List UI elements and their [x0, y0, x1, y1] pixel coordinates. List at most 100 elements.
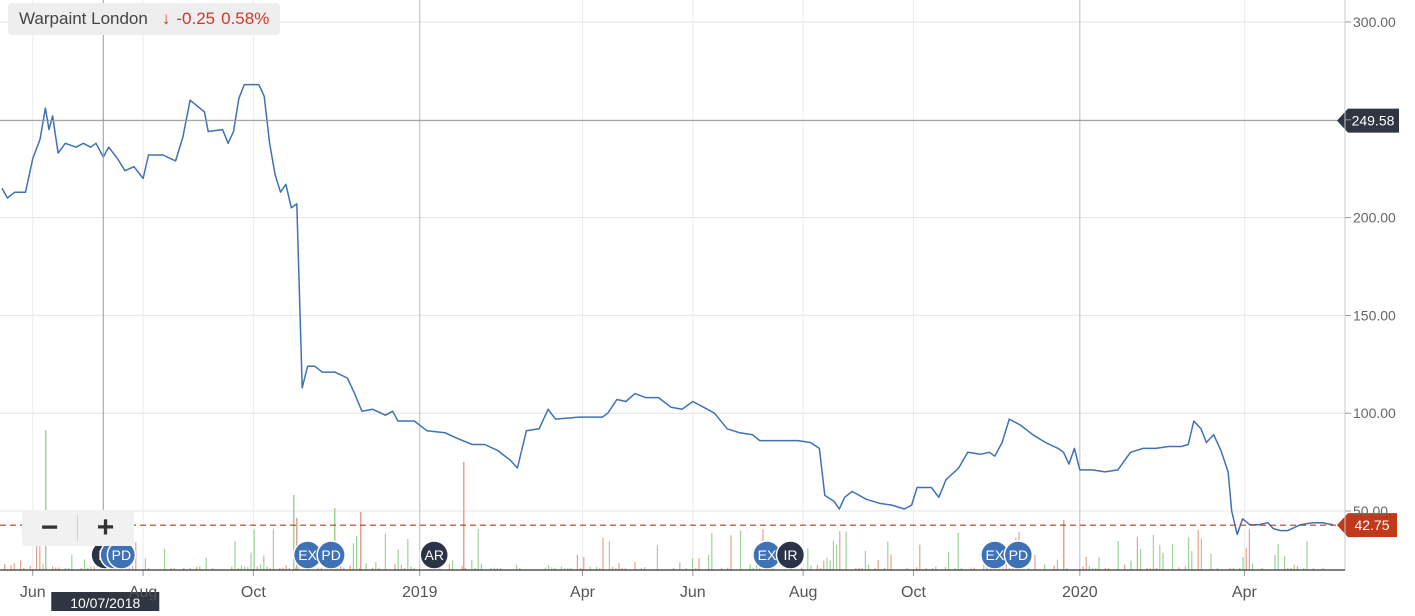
volume-bar — [439, 567, 441, 570]
volume-bar — [884, 567, 886, 570]
event-marker-pd[interactable]: PD — [106, 540, 137, 570]
x-tick-label: Aug — [129, 584, 157, 601]
x-tick-label: 2019 — [402, 584, 438, 601]
volume-bar — [20, 560, 22, 570]
volume-bar — [1274, 555, 1276, 570]
volume-bar — [263, 555, 265, 570]
volume-bar — [618, 563, 620, 570]
event-marker-label: AR — [424, 547, 443, 563]
volume-bar — [90, 566, 92, 570]
last-price-label: 42.75 — [1354, 517, 1389, 533]
volume-bar — [656, 545, 658, 570]
zoom-in-button[interactable]: + — [96, 511, 115, 544]
zoom-out-button[interactable]: − — [40, 511, 59, 544]
grid-layer — [0, 0, 1345, 570]
volume-bar — [4, 564, 6, 570]
volume-bar — [42, 564, 44, 570]
volume-bar — [296, 518, 298, 570]
volume-bar — [599, 567, 601, 570]
volume-bar — [260, 564, 262, 570]
volume-bar — [293, 495, 295, 570]
x-tick-label: Apr — [1232, 584, 1258, 601]
volume-bar — [1306, 541, 1308, 570]
crosshair-date-label: 10/07/2018 — [70, 595, 140, 611]
volume-bar — [551, 567, 553, 570]
volume-bar — [234, 541, 236, 570]
volume-bar — [452, 560, 454, 570]
volume-bar — [480, 563, 482, 570]
volume-bar — [1261, 567, 1263, 570]
event-marker-ir[interactable]: IR — [775, 540, 806, 570]
volume-bar — [1117, 541, 1119, 570]
y-tick-label: 200.00 — [1353, 210, 1396, 226]
volume-bar — [1098, 557, 1100, 570]
volume-bar — [634, 561, 636, 570]
volume-layer — [4, 430, 1324, 570]
volume-bar — [375, 562, 377, 570]
volume-bar — [448, 563, 450, 570]
event-marker-ar[interactable]: AR — [419, 540, 449, 570]
volume-bar — [144, 558, 146, 570]
volume-bar — [1034, 554, 1036, 570]
volume-bar — [839, 531, 841, 570]
volume-bar — [1296, 566, 1298, 570]
volume-bar — [343, 567, 345, 570]
volume-bar — [1216, 567, 1218, 570]
volume-bar — [173, 567, 175, 570]
volume-bar — [692, 558, 694, 570]
volume-bar — [80, 567, 82, 570]
volume-bar — [36, 532, 38, 570]
zoom-controls: − + — [22, 510, 134, 546]
event-marker-pd[interactable]: PD — [1003, 540, 1034, 570]
volume-bar — [413, 567, 415, 570]
x-tick-label: 2020 — [1062, 584, 1098, 601]
volume-bar — [1088, 565, 1090, 570]
volume-bar — [1188, 537, 1190, 570]
volume-bar — [199, 566, 201, 570]
event-marker-label: PD — [321, 547, 340, 563]
volume-bar — [336, 567, 338, 570]
volume-bar — [1184, 565, 1186, 570]
volume-bar — [970, 567, 972, 570]
event-marker-circle — [316, 540, 346, 570]
volume-bar — [596, 566, 598, 570]
volume-bar — [1284, 556, 1286, 570]
volume-bar — [554, 567, 556, 570]
volume-bar — [1063, 520, 1065, 570]
event-marker-ex[interactable]: EX — [292, 540, 323, 570]
volume-bar — [864, 550, 866, 570]
volume-bar — [858, 567, 860, 570]
y-tick-label: 300.00 — [1353, 14, 1396, 30]
volume-bar — [87, 567, 89, 570]
volume-bar — [615, 567, 617, 570]
y-tick-label: 150.00 — [1353, 307, 1396, 323]
volume-bar — [320, 567, 322, 570]
volume-bar — [1095, 567, 1097, 570]
volume-bar — [874, 567, 876, 570]
volume-bar — [608, 541, 610, 570]
volume-bar — [1312, 567, 1314, 570]
volume-bar — [464, 567, 466, 570]
volume-bar — [1252, 563, 1254, 570]
x-tick-label: Oct — [901, 584, 926, 601]
volume-bar — [52, 566, 54, 570]
volume-bar — [810, 565, 812, 570]
volume-bar — [1136, 536, 1138, 570]
volume-bar — [1159, 544, 1161, 570]
event-marker-ex[interactable]: EX — [980, 540, 1010, 570]
volume-bar — [132, 566, 134, 570]
event-marker-pd[interactable]: PD — [316, 540, 346, 570]
volume-bar — [1290, 567, 1292, 570]
volume-bar — [1066, 567, 1068, 570]
event-marker-label: IR — [783, 547, 797, 563]
volume-bar — [1085, 556, 1087, 570]
volume-bar — [1287, 567, 1289, 570]
volume-bar — [84, 559, 86, 570]
event-marker-circle — [1003, 540, 1034, 570]
volume-bar — [1082, 566, 1084, 570]
event-marker-ex[interactable]: EX — [752, 540, 782, 570]
volume-bar — [1162, 552, 1164, 570]
legend-change: -0.25 — [176, 9, 216, 28]
